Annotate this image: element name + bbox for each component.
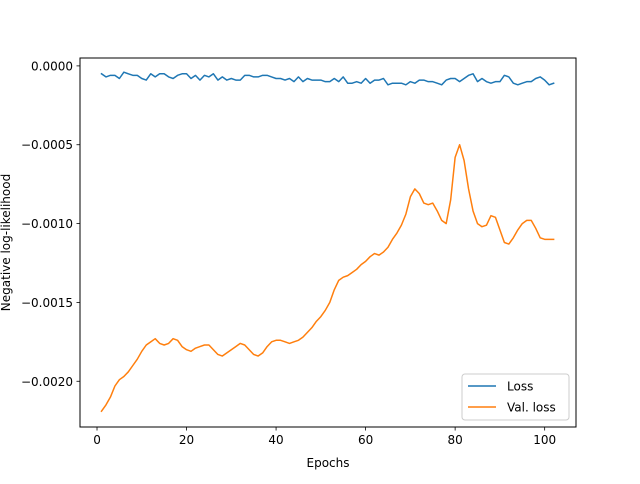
- plot-lines: [100, 71, 555, 413]
- y-axis-ticks: 0.0000 −0.0005 −0.0010 −0.0015 −0.0020: [21, 59, 80, 389]
- series-line-2: [100, 143, 555, 413]
- legend: Loss Val. loss: [461, 373, 570, 421]
- x-tick-label: 0: [93, 433, 101, 447]
- series-line-1: [100, 71, 555, 86]
- y-tick-label: −0.0010: [21, 217, 73, 231]
- x-tick-label: 100: [533, 433, 556, 447]
- x-tick-label: 80: [447, 433, 462, 447]
- y-tick-label: −0.0020: [21, 375, 73, 389]
- plot-frame: [79, 57, 577, 428]
- x-tick-label: 40: [268, 433, 283, 447]
- legend-label-1: Loss: [507, 380, 533, 394]
- legend-label-2: Val. loss: [507, 401, 556, 415]
- y-tick-label: −0.0015: [21, 296, 73, 310]
- x-axis-ticks: 0 20 40 60 80 100: [93, 427, 556, 447]
- x-axis-label: Epochs: [307, 456, 350, 470]
- y-tick-label: −0.0005: [21, 138, 73, 152]
- x-tick-label: 60: [358, 433, 373, 447]
- y-tick-label: 0.0000: [31, 59, 73, 73]
- x-tick-label: 20: [179, 433, 194, 447]
- y-axis-label: Negative log-likelihood: [0, 174, 13, 311]
